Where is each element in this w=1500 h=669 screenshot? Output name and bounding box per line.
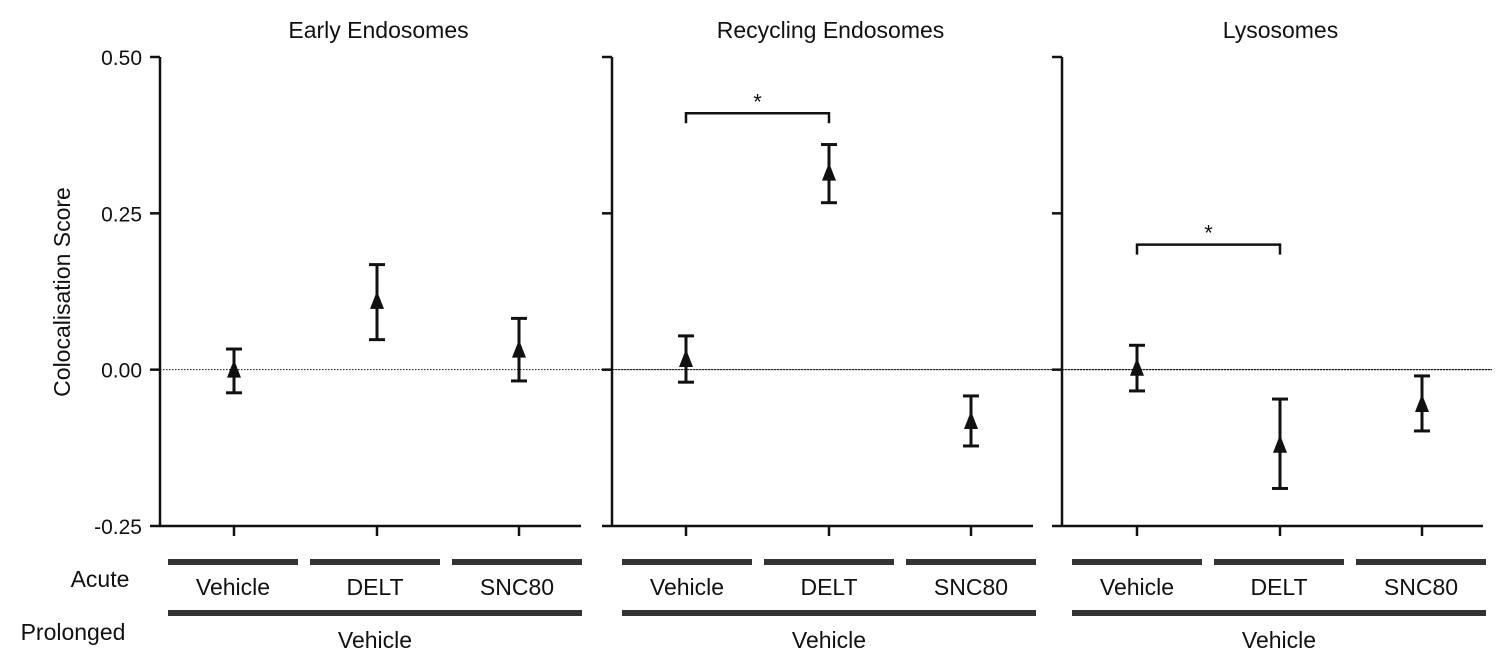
y-tick-label: 0.00 <box>101 360 142 383</box>
y-tick-label: -0.25 <box>94 516 142 539</box>
row-label-acute: Acute <box>71 566 130 592</box>
acute-bar <box>1356 559 1486 565</box>
panel-title: Recycling Endosomes <box>717 17 945 43</box>
y-tick-label: 0.50 <box>101 47 142 70</box>
acute-bar <box>906 559 1036 565</box>
acute-label: SNC80 <box>934 574 1008 600</box>
panel-title: Early Endosomes <box>288 17 468 43</box>
acute-label: DELT <box>1250 574 1307 600</box>
acute-bar <box>1214 559 1344 565</box>
acute-bar <box>622 559 752 565</box>
acute-label: SNC80 <box>1384 574 1458 600</box>
data-point-marker <box>964 410 978 429</box>
data-point-marker <box>1130 357 1144 376</box>
significance-bracket <box>1135 243 1282 255</box>
data-point-marker <box>822 162 836 181</box>
y-axis-label: Colocalisation Score <box>49 187 75 397</box>
acute-label: DELT <box>800 574 857 600</box>
panel-1: Early Endosomes -0.25 0.00 0.25 0.50 Vehicle D… <box>94 17 1492 653</box>
acute-label: Vehicle <box>196 574 270 600</box>
acute-bar <box>310 559 440 565</box>
prolonged-label: Vehicle <box>792 627 866 653</box>
y-tick-label: 0.25 <box>101 203 142 226</box>
acute-bar <box>452 559 582 565</box>
data-point-marker <box>1273 434 1287 453</box>
data-point-marker <box>227 359 241 378</box>
prolonged-bar <box>622 610 1036 616</box>
acute-label: DELT <box>346 574 403 600</box>
data-point-marker <box>512 339 526 358</box>
prolonged-label: Vehicle <box>1242 627 1316 653</box>
panel-title: Lysosomes <box>1223 17 1338 43</box>
panel-2: Recycling Endosomes * Vehicle DELT SNC80 Vehi… <box>602 17 1492 653</box>
acute-label: Vehicle <box>650 574 724 600</box>
acute-bar <box>1072 559 1202 565</box>
significance-bracket <box>684 112 831 124</box>
panel-3: Lysosomes * Vehicle DELT SNC80 Vehicle <box>1052 17 1492 653</box>
row-label-prolonged: Prolonged <box>21 619 126 645</box>
acute-bar <box>764 559 894 565</box>
acute-label: Vehicle <box>1100 574 1174 600</box>
data-point-marker <box>679 349 693 368</box>
prolonged-bar <box>168 610 582 616</box>
data-point-marker <box>370 290 384 309</box>
acute-label: SNC80 <box>480 574 554 600</box>
significance-star: * <box>1204 221 1213 246</box>
prolonged-label: Vehicle <box>338 627 412 653</box>
acute-bar <box>168 559 298 565</box>
data-point-marker <box>1415 394 1429 413</box>
significance-star: * <box>753 89 762 114</box>
prolonged-bar <box>1072 610 1486 616</box>
